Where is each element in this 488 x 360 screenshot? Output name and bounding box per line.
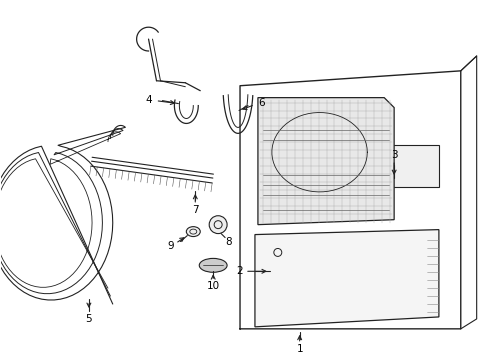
Text: 3: 3 — [390, 150, 397, 160]
Polygon shape — [254, 230, 438, 327]
Ellipse shape — [199, 258, 226, 272]
Text: 1: 1 — [296, 344, 303, 354]
Text: 6: 6 — [258, 98, 264, 108]
Polygon shape — [257, 98, 393, 225]
Text: 7: 7 — [192, 205, 198, 215]
Text: 4: 4 — [145, 95, 152, 105]
Bar — [359, 145, 438, 187]
Text: 8: 8 — [224, 237, 231, 247]
Text: 5: 5 — [85, 314, 92, 324]
Text: 10: 10 — [206, 281, 219, 291]
Ellipse shape — [186, 227, 200, 237]
Text: 2: 2 — [236, 266, 243, 276]
Text: 9: 9 — [167, 242, 173, 252]
Circle shape — [209, 216, 226, 234]
